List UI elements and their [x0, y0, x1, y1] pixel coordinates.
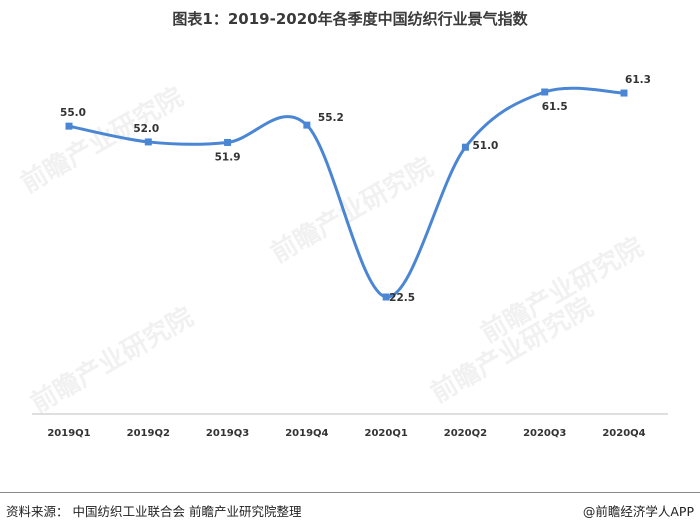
data-label: 61.5 — [542, 101, 568, 113]
data-label: 61.3 — [625, 74, 651, 86]
chart-title: 图表1：2019-2020年各季度中国纺织行业景气指数 — [172, 10, 528, 28]
x-tick-label: 2020Q4 — [602, 428, 645, 439]
line-chart: 2019Q1 2019Q2 2019Q3 2019Q4 2020Q1 2020Q2 2020… — [32, 74, 668, 439]
brand-credit: @前瞻经济学人APP — [582, 504, 694, 519]
data-point — [620, 89, 628, 97]
x-tick-label: 2019Q3 — [206, 428, 249, 439]
data-point — [224, 138, 232, 146]
data-label: 55.2 — [318, 112, 344, 124]
series-line — [68, 86, 625, 299]
data-point — [303, 121, 311, 129]
data-label: 51.9 — [215, 151, 241, 163]
footer: 资料来源： 中国纺织工业联合会 前瞻产业研究院整理 @前瞻经济学人APP — [0, 492, 700, 529]
data-label: 55.0 — [60, 107, 86, 119]
data-point — [144, 138, 152, 146]
x-tick-label: 2019Q1 — [47, 428, 90, 439]
source-note: 资料来源： 中国纺织工业联合会 前瞻产业研究院整理 — [6, 504, 302, 519]
data-point — [65, 122, 73, 130]
data-point — [382, 293, 390, 301]
data-point — [541, 88, 549, 96]
x-tick-label: 2019Q2 — [127, 428, 170, 439]
x-tick-label: 2020Q1 — [364, 428, 407, 439]
data-point — [461, 143, 469, 151]
x-tick-label: 2019Q4 — [285, 428, 328, 439]
data-label: 52.0 — [133, 123, 159, 135]
x-tick-label: 2020Q3 — [523, 428, 566, 439]
x-tick-label: 2020Q2 — [444, 428, 487, 439]
data-label: 51.0 — [472, 140, 498, 152]
data-label: 22.5 — [389, 292, 415, 304]
